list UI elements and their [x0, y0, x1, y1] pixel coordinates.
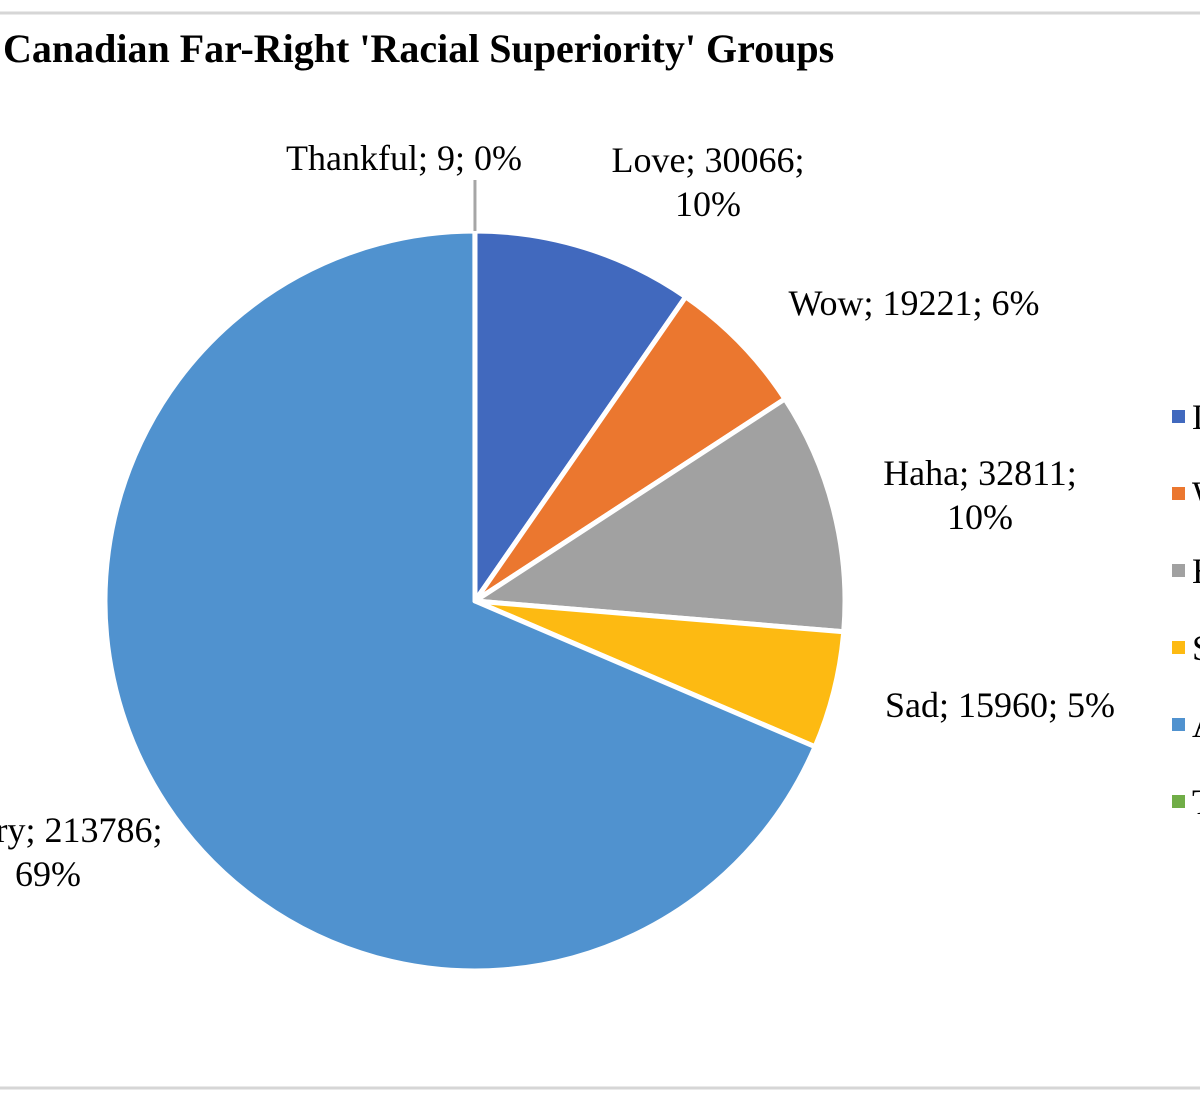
pie-slice-love: [472, 228, 689, 604]
data-labels: Love; 30066; 10% Wow; 19221; 6% Haha; 32811…: [0, 138, 1115, 894]
data-label-thankful: Thankful; 9; 0%: [286, 138, 522, 178]
legend-label-wow: Wow: [1192, 474, 1200, 514]
legend-swatch-haha: [1172, 564, 1185, 577]
legend-swatch-wow: [1172, 487, 1185, 500]
legend-label-haha: Haha: [1192, 551, 1200, 591]
data-label-angry: Angry; 213786;69%: [0, 810, 163, 894]
legend-swatch-sad: [1172, 641, 1185, 654]
pie-slice-wow: [472, 294, 788, 604]
pie-slice-angry: [102, 228, 818, 974]
pie-slice-haha: [472, 396, 848, 635]
data-label-wow: Wow; 19221; 6%: [788, 283, 1039, 323]
legend-label-sad: Sad: [1192, 628, 1200, 668]
legend-swatch-angry: [1172, 718, 1185, 731]
pie-slices: [102, 228, 848, 974]
data-label-haha: Haha; 32811; 10%: [883, 453, 1077, 537]
legend-label-love: Love: [1192, 397, 1200, 437]
legend-swatch-love: [1172, 410, 1185, 423]
legend-label-angry: Angry: [1192, 705, 1200, 745]
chart-title: Canadian Far-Right 'Racial Superiority' …: [3, 26, 834, 71]
data-label-love: Love; 30066; 10%: [612, 140, 805, 224]
legend-swatch-thankful: [1172, 795, 1185, 808]
legend: Love Wow Haha Sad Angry Thankful: [1172, 397, 1200, 822]
legend-label-thankful: Thankful: [1192, 782, 1200, 822]
data-label-sad: Sad; 15960; 5%: [885, 685, 1115, 725]
